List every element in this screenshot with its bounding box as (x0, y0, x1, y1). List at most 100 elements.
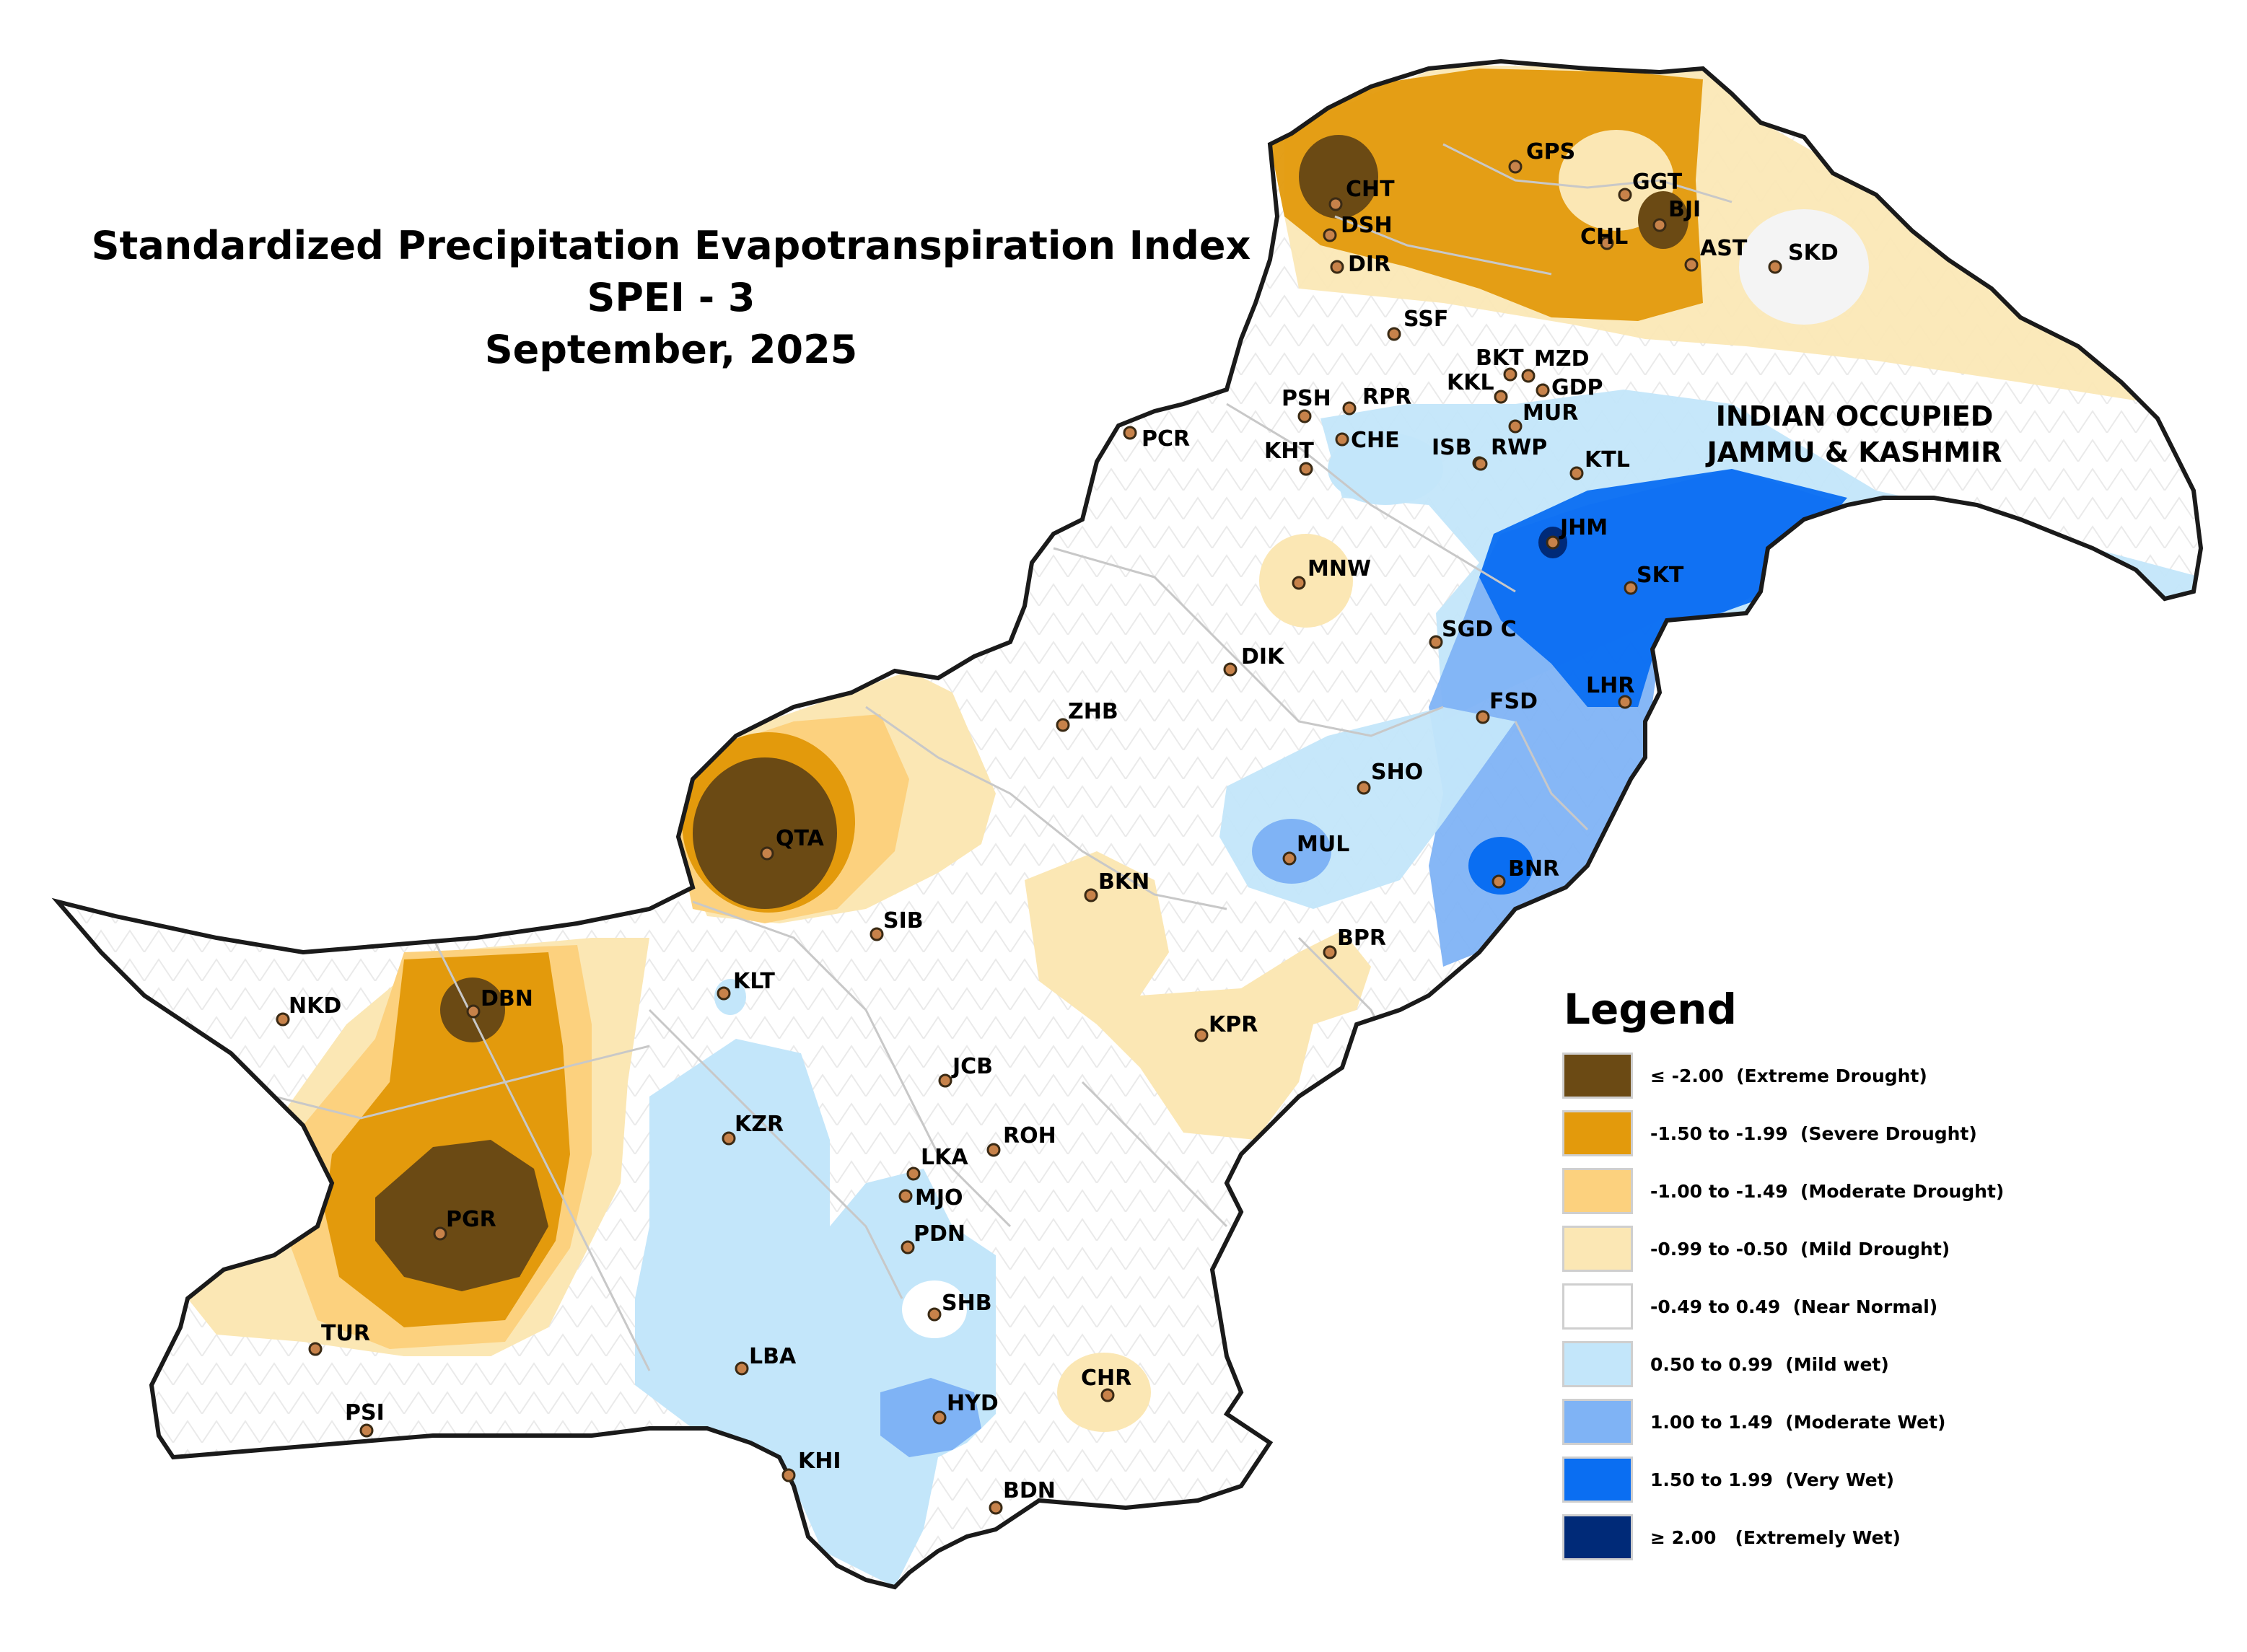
station-label: CHR (1081, 1366, 1131, 1391)
station-dot (1624, 581, 1638, 595)
station-marker: CHT (1328, 177, 1395, 211)
station-dot (1342, 401, 1357, 416)
zone-pgr-extreme-drought (375, 1140, 548, 1291)
station-label: PDN (914, 1221, 965, 1247)
station-marker: SIB (870, 908, 924, 941)
legend-label: -0.49 to 0.49 (Near Normal) (1650, 1296, 1938, 1317)
station-dot (986, 1143, 1001, 1157)
station-marker: PGR (433, 1207, 496, 1241)
station-marker: DIR (1330, 252, 1390, 277)
station-marker: GPS (1508, 139, 1575, 174)
zone-qta-extreme-drought (693, 757, 837, 909)
station-dot (1123, 426, 1137, 440)
station-label: BKT (1476, 346, 1524, 371)
station-label: BKN (1098, 869, 1149, 895)
station-label: CHL (1580, 224, 1628, 250)
station-label: PSI (345, 1400, 385, 1425)
legend-rows: ≤ -2.00 (Extreme Drought) -1.50 to -1.99 … (1562, 1047, 2082, 1566)
station-label: MUL (1297, 832, 1349, 857)
legend-swatch (1562, 1341, 1633, 1387)
legend-swatch (1562, 1514, 1633, 1560)
station-marker: CHR (1081, 1366, 1131, 1402)
station-label: KHI (798, 1449, 841, 1474)
legend-item: -1.50 to -1.99 (Severe Drought) (1562, 1104, 2082, 1162)
station-dot (898, 1189, 913, 1203)
zone-kpr-mild-drought (1025, 851, 1371, 1140)
station-marker: KHT (1264, 439, 1314, 476)
station-label: SHB (942, 1291, 992, 1316)
station-dot (717, 986, 731, 1001)
station-label: TUR (321, 1321, 370, 1346)
station-dot (1503, 367, 1517, 382)
station-label: ZHB (1068, 699, 1118, 724)
station-dot (938, 1073, 952, 1088)
legend-label: 1.50 to 1.99 (Very Wet) (1650, 1469, 1895, 1490)
station-label: SKT (1637, 563, 1684, 588)
region-label: INDIAN OCCUPIED JAMMU & KASHMIR (1652, 398, 2057, 470)
station-dot (1100, 1388, 1115, 1402)
station-label: BPR (1337, 926, 1386, 951)
station-label: PGR (446, 1207, 496, 1232)
station-marker: PDN (901, 1221, 965, 1255)
station-marker: KLT (717, 969, 775, 1001)
station-marker: KPR (1194, 1012, 1258, 1042)
station-label: GDP (1551, 375, 1603, 400)
station-dot (1194, 1028, 1209, 1042)
zone-bnr-very-wet (1468, 837, 1533, 895)
station-label: DIK (1241, 644, 1285, 669)
station-marker: PSH (1282, 386, 1331, 423)
station-label: AST (1700, 236, 1748, 261)
station-marker: GGT (1618, 170, 1683, 202)
station-label: PSH (1282, 386, 1331, 411)
station-label: KPR (1209, 1012, 1258, 1037)
station-dot (1546, 535, 1560, 550)
station-marker: AST (1684, 236, 1748, 272)
station-label: LHR (1586, 673, 1634, 698)
station-dot (1357, 781, 1371, 795)
station-label: CHT (1346, 177, 1395, 202)
legend-label: -1.00 to -1.49 (Moderate Drought) (1650, 1180, 2005, 1202)
station-dot (1768, 260, 1782, 274)
station-dot (1521, 369, 1536, 383)
station-marker: SKT (1624, 563, 1684, 595)
station-label: JCB (951, 1054, 993, 1079)
legend-swatch (1562, 1053, 1633, 1099)
station-dot (1387, 327, 1401, 341)
station-dot (1056, 718, 1070, 732)
legend-item: 1.50 to 1.99 (Very Wet) (1562, 1451, 2082, 1508)
title-line-2: SPEI - 3 (587, 275, 755, 320)
station-label: KZR (735, 1112, 784, 1137)
station-dot (1618, 188, 1632, 202)
station-dot (906, 1166, 921, 1181)
station-dot (1323, 945, 1337, 959)
station-label: BJI (1668, 197, 1701, 222)
station-label: SIB (883, 908, 924, 933)
station-marker: KTL (1569, 447, 1630, 480)
station-dot (870, 927, 884, 941)
zone-mnw-mild-drought (1259, 534, 1353, 628)
station-label: DBN (481, 986, 533, 1011)
station-marker: SHO (1357, 760, 1423, 795)
station-label: BNR (1508, 856, 1559, 882)
station-label: SGD C (1442, 617, 1517, 642)
station-dot (722, 1131, 736, 1146)
station-marker: MNW (1292, 556, 1371, 590)
station-label: ROH (1003, 1123, 1056, 1148)
station-dot (1297, 409, 1312, 423)
station-label: SHO (1371, 760, 1423, 785)
station-dot (760, 846, 774, 861)
station-label: LKA (921, 1145, 968, 1170)
station-dot (1652, 218, 1667, 232)
title-line-3: September, 2025 (484, 327, 858, 372)
legend-swatch (1562, 1110, 1633, 1156)
legend-swatch (1562, 1457, 1633, 1503)
station-label: QTA (776, 826, 825, 851)
station-dot (1084, 888, 1098, 902)
station-dot (1536, 383, 1550, 397)
station-label: KLT (733, 969, 775, 994)
station-label: RWP (1491, 435, 1547, 460)
station-marker: KZR (722, 1112, 784, 1146)
station-dot (308, 1342, 323, 1356)
station-dot (1494, 390, 1508, 404)
station-marker: MUR (1508, 400, 1578, 434)
